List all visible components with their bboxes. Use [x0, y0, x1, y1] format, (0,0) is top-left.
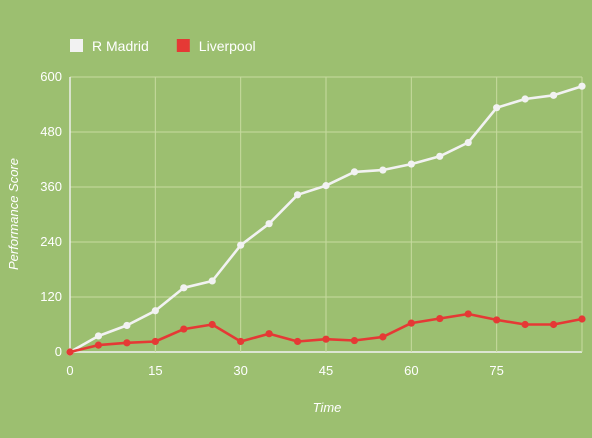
data-point[interactable] [123, 339, 131, 347]
x-axis-title: Time [313, 400, 342, 415]
series-1 [66, 310, 586, 356]
data-point[interactable] [293, 337, 302, 346]
data-point[interactable] [350, 336, 359, 345]
data-point[interactable] [521, 320, 529, 329]
legend[interactable]: R Madrid Liverpool [70, 38, 256, 54]
data-point[interactable] [407, 160, 415, 168]
data-point[interactable] [208, 320, 216, 329]
legend-swatch [70, 39, 83, 52]
x-axis-ticks: 0 15 30 45 60 75 [66, 363, 504, 378]
data-point[interactable] [436, 152, 444, 160]
data-point[interactable] [151, 337, 159, 346]
series-layer [66, 82, 586, 356]
data-point[interactable] [265, 220, 273, 228]
data-point[interactable] [180, 284, 188, 292]
data-point[interactable] [208, 277, 216, 285]
legend-label: R Madrid [92, 38, 149, 54]
data-point[interactable] [94, 332, 103, 340]
data-point[interactable] [66, 348, 74, 356]
data-point[interactable] [322, 182, 330, 190]
data-point[interactable] [549, 320, 558, 329]
data-point[interactable] [322, 335, 330, 343]
data-point[interactable] [379, 333, 387, 341]
y-tick-label: 240 [40, 234, 62, 249]
legend-item-1[interactable]: Liverpool [176, 38, 256, 54]
y-tick-label: 360 [40, 179, 62, 194]
data-point[interactable] [151, 307, 159, 315]
data-point[interactable] [521, 95, 529, 103]
y-tick-label: 120 [40, 289, 62, 304]
y-tick-label: 480 [40, 124, 62, 139]
x-tick-label: 60 [404, 363, 418, 378]
data-point[interactable] [464, 138, 472, 147]
data-point[interactable] [293, 191, 302, 199]
data-point[interactable] [578, 82, 586, 90]
data-point[interactable] [94, 341, 103, 349]
data-point[interactable] [237, 337, 245, 346]
data-point[interactable] [578, 315, 586, 323]
data-point[interactable] [436, 314, 444, 323]
data-point[interactable] [237, 241, 245, 249]
grid-lines [69, 76, 583, 353]
x-tick-label: 15 [148, 363, 162, 378]
y-axis-title: Performance Score [6, 158, 21, 270]
data-point[interactable] [265, 330, 273, 338]
y-tick-label: 600 [40, 69, 62, 84]
series-0 [66, 82, 586, 356]
x-tick-label: 75 [489, 363, 503, 378]
data-point[interactable] [493, 104, 501, 112]
legend-label: Liverpool [199, 38, 256, 54]
legend-swatch [176, 39, 190, 52]
data-point[interactable] [180, 325, 188, 333]
data-point[interactable] [464, 310, 472, 318]
data-point[interactable] [407, 319, 415, 327]
data-point[interactable] [549, 91, 558, 99]
data-point[interactable] [350, 168, 359, 176]
x-tick-label: 30 [233, 363, 247, 378]
x-tick-label: 45 [319, 363, 333, 378]
data-point[interactable] [493, 316, 501, 324]
y-axis-ticks: 0 120 240 360 480 600 [40, 69, 62, 359]
legend-item-0[interactable]: R Madrid [70, 38, 149, 54]
y-tick-label: 0 [55, 344, 62, 359]
x-tick-label: 0 [66, 363, 73, 378]
data-point[interactable] [123, 321, 131, 330]
data-point[interactable] [379, 166, 387, 174]
